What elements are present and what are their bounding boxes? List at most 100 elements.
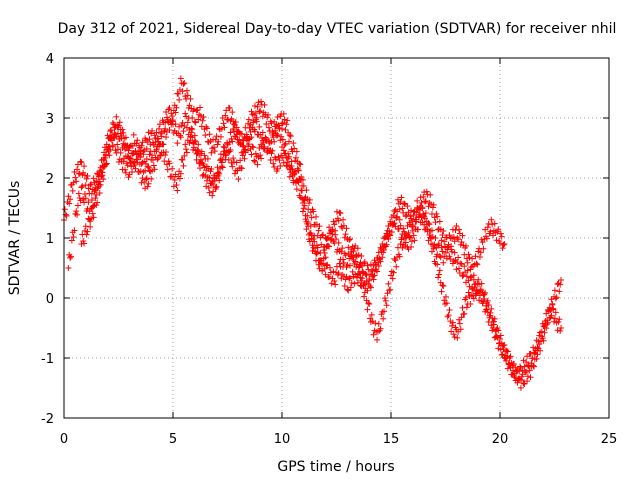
data-point bbox=[348, 279, 355, 286]
data-point bbox=[277, 162, 284, 169]
data-point bbox=[115, 123, 122, 130]
data-point bbox=[350, 248, 357, 255]
data-point bbox=[87, 223, 94, 230]
data-point bbox=[431, 214, 438, 221]
data-point bbox=[408, 243, 415, 250]
data-point bbox=[192, 119, 199, 126]
data-point bbox=[456, 265, 463, 272]
data-point bbox=[293, 148, 300, 155]
data-point bbox=[448, 328, 455, 335]
data-point bbox=[135, 148, 142, 155]
data-point bbox=[473, 260, 480, 267]
data-point bbox=[325, 242, 332, 249]
data-point bbox=[456, 226, 463, 233]
data-point bbox=[279, 120, 286, 127]
data-point bbox=[342, 276, 349, 283]
data-point bbox=[206, 131, 213, 138]
data-point bbox=[240, 137, 247, 144]
data-point bbox=[235, 176, 242, 183]
data-point bbox=[330, 268, 337, 275]
data-point bbox=[517, 384, 524, 391]
data-point bbox=[521, 363, 528, 370]
data-point bbox=[320, 247, 327, 254]
data-point bbox=[377, 325, 384, 332]
data-point bbox=[161, 127, 168, 134]
data-point bbox=[364, 306, 371, 313]
data-point bbox=[331, 221, 338, 228]
data-point bbox=[377, 258, 384, 265]
data-point bbox=[167, 117, 174, 124]
data-point bbox=[438, 244, 445, 251]
data-point bbox=[388, 214, 395, 221]
data-point bbox=[455, 236, 462, 243]
data-point bbox=[182, 110, 189, 117]
data-point bbox=[342, 231, 349, 238]
data-point bbox=[163, 134, 170, 141]
data-point bbox=[125, 147, 132, 154]
data-point bbox=[435, 274, 442, 281]
data-point bbox=[505, 360, 512, 367]
data-point bbox=[427, 227, 434, 234]
data-point bbox=[397, 199, 404, 206]
data-point bbox=[176, 175, 183, 182]
data-point bbox=[324, 235, 331, 242]
data-point bbox=[285, 138, 292, 145]
data-point bbox=[306, 196, 313, 203]
data-point bbox=[214, 164, 221, 171]
data-point bbox=[229, 163, 236, 170]
data-point bbox=[115, 146, 122, 153]
data-point bbox=[341, 234, 348, 241]
data-point bbox=[313, 213, 320, 220]
data-point bbox=[287, 133, 294, 140]
data-point bbox=[468, 273, 475, 280]
data-point bbox=[231, 159, 238, 166]
data-point bbox=[184, 92, 191, 99]
data-point bbox=[195, 141, 202, 148]
data-point bbox=[396, 206, 403, 213]
data-point bbox=[383, 302, 390, 309]
data-point bbox=[537, 337, 544, 344]
data-point bbox=[450, 331, 457, 338]
data-point bbox=[158, 129, 165, 136]
data-point bbox=[464, 259, 471, 266]
data-point bbox=[347, 284, 354, 291]
data-point bbox=[67, 196, 74, 203]
data-point bbox=[404, 203, 411, 210]
data-point bbox=[284, 117, 291, 124]
data-point bbox=[494, 334, 501, 341]
data-point bbox=[375, 320, 382, 327]
data-point bbox=[145, 164, 152, 171]
data-point bbox=[333, 208, 340, 215]
data-point bbox=[337, 210, 344, 217]
data-point bbox=[166, 105, 173, 112]
data-point bbox=[143, 156, 150, 163]
data-point bbox=[300, 205, 307, 212]
data-point bbox=[461, 263, 468, 270]
data-point bbox=[525, 363, 532, 370]
data-point bbox=[251, 103, 258, 110]
data-point bbox=[448, 243, 455, 250]
data-point bbox=[303, 226, 310, 233]
data-point bbox=[277, 137, 284, 144]
data-point bbox=[357, 282, 364, 289]
data-point bbox=[258, 141, 265, 148]
data-point bbox=[304, 212, 311, 219]
data-point bbox=[504, 365, 511, 372]
data-point bbox=[305, 223, 312, 230]
data-point bbox=[214, 141, 221, 148]
data-point bbox=[377, 244, 384, 251]
data-point bbox=[514, 366, 521, 373]
data-point bbox=[205, 184, 212, 191]
data-point bbox=[74, 166, 81, 173]
data-point bbox=[331, 277, 338, 284]
data-point bbox=[410, 212, 417, 219]
x-axis-label: GPS time / hours bbox=[277, 459, 394, 475]
data-point bbox=[194, 146, 201, 153]
data-point bbox=[126, 171, 133, 178]
data-point bbox=[400, 209, 407, 216]
data-point bbox=[469, 292, 476, 299]
data-point bbox=[85, 185, 92, 192]
data-point bbox=[78, 184, 85, 191]
data-point bbox=[367, 315, 374, 322]
data-point bbox=[476, 281, 483, 288]
